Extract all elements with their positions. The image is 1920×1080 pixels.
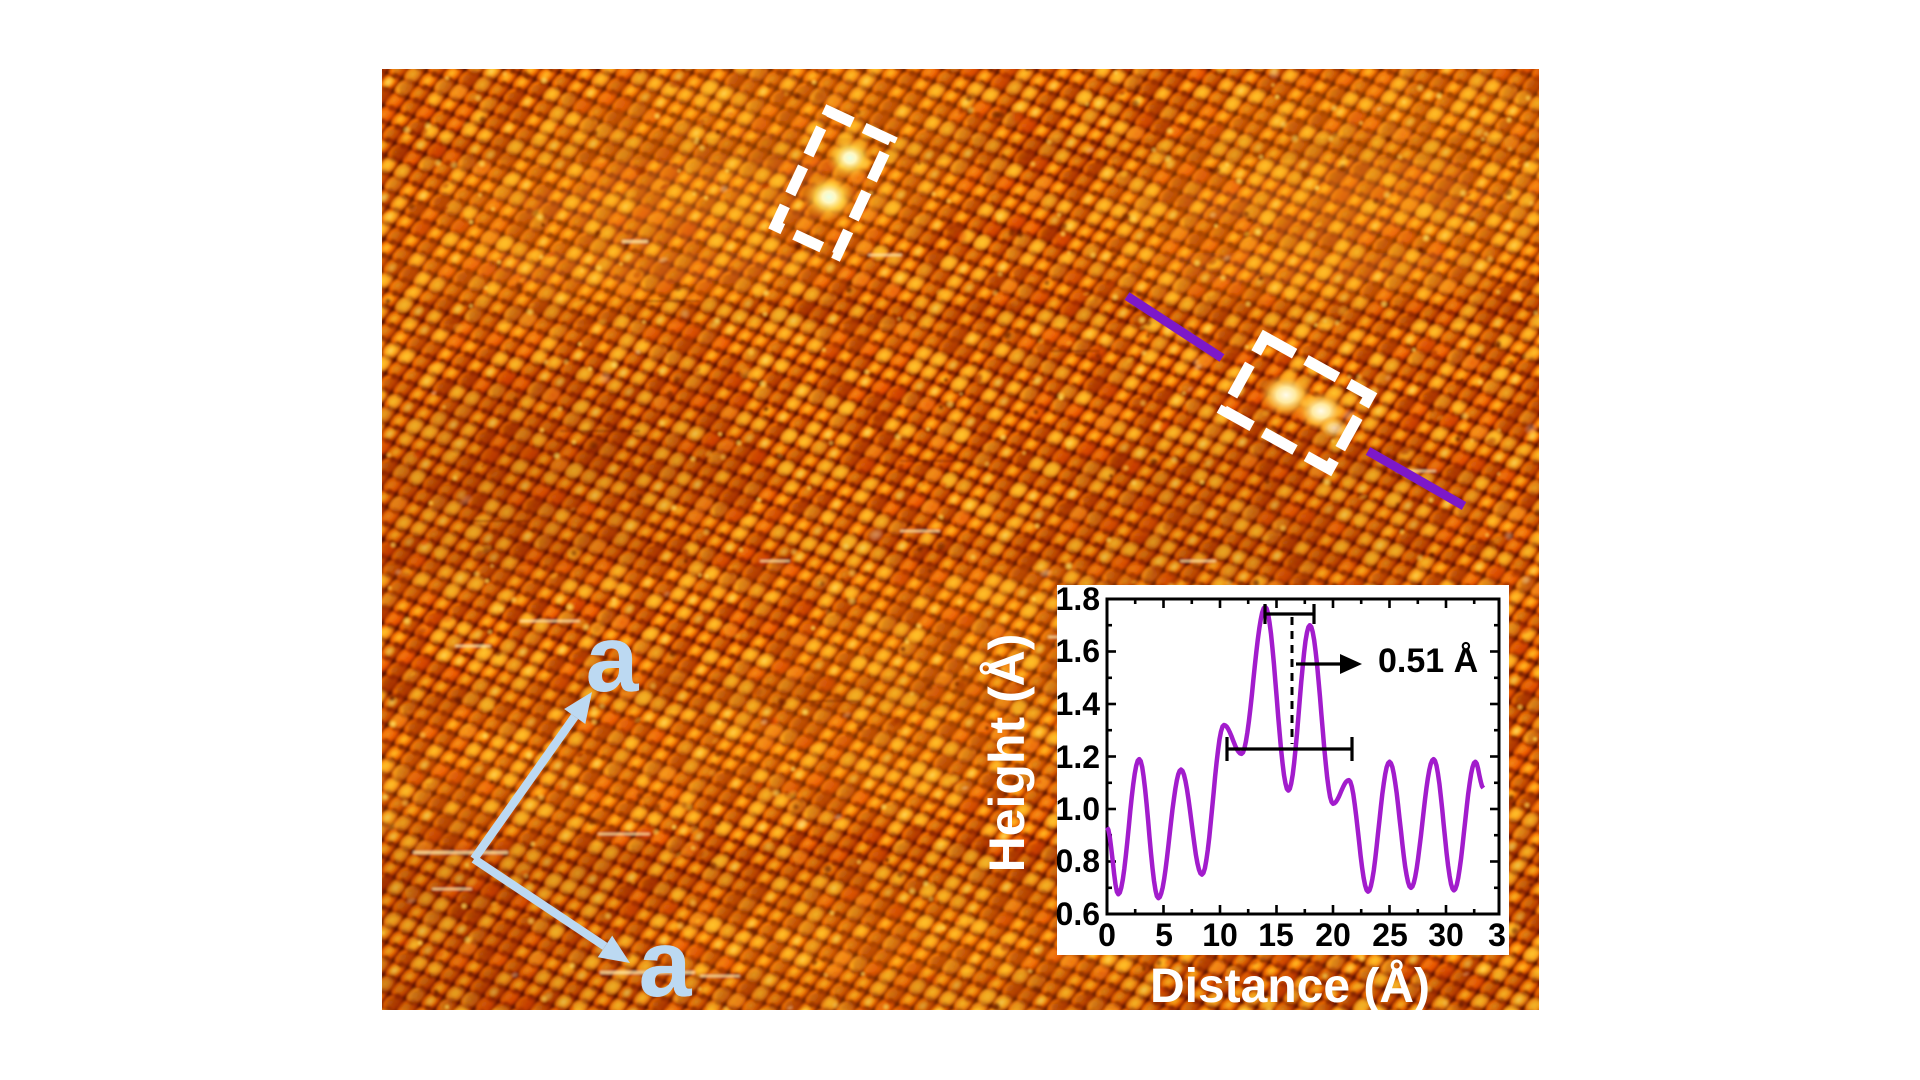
svg-text:a: a bbox=[639, 911, 693, 1017]
svg-text:0: 0 bbox=[1098, 917, 1116, 953]
svg-text:1.4: 1.4 bbox=[1056, 686, 1101, 722]
svg-text:1.8: 1.8 bbox=[1056, 581, 1100, 617]
svg-text:1.2: 1.2 bbox=[1056, 739, 1100, 775]
svg-text:5: 5 bbox=[1155, 917, 1173, 953]
svg-text:3: 3 bbox=[1488, 917, 1506, 953]
svg-text:0.51 Å: 0.51 Å bbox=[1378, 642, 1478, 680]
svg-text:15: 15 bbox=[1258, 917, 1294, 953]
svg-text:0.8: 0.8 bbox=[1056, 843, 1100, 879]
svg-text:a: a bbox=[586, 606, 640, 712]
svg-text:Distance (Å): Distance (Å) bbox=[1150, 959, 1430, 1013]
svg-text:20: 20 bbox=[1315, 917, 1351, 953]
svg-text:10: 10 bbox=[1202, 917, 1238, 953]
svg-text:25: 25 bbox=[1372, 917, 1408, 953]
svg-text:1.0: 1.0 bbox=[1056, 791, 1100, 827]
svg-text:0.6: 0.6 bbox=[1056, 896, 1100, 932]
svg-text:1.6: 1.6 bbox=[1056, 633, 1100, 669]
svg-text:Height (Å): Height (Å) bbox=[979, 634, 1035, 873]
svg-text:30: 30 bbox=[1428, 917, 1464, 953]
